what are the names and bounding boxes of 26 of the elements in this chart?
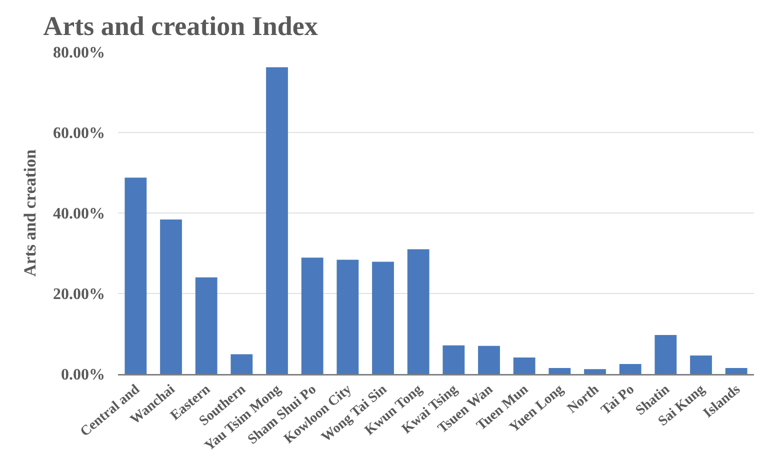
y-tick-label: 40.00% [53, 206, 105, 223]
y-axis-title: Arts and creation [20, 148, 40, 277]
bar [301, 258, 324, 374]
y-tick-label: 20.00% [53, 286, 105, 304]
bar [654, 334, 677, 374]
bar [372, 262, 394, 374]
bar [548, 368, 571, 374]
bar [230, 354, 253, 374]
y-tick-label: 80.00% [53, 44, 105, 62]
bar [160, 219, 182, 374]
y-tick-label: 60.00% [53, 125, 105, 142]
bar [336, 260, 359, 374]
y-tick-label: 0.00% [61, 366, 105, 384]
x-tick-label: Tai Po [598, 382, 638, 418]
bar [584, 369, 606, 374]
bar [690, 355, 712, 374]
bar [619, 364, 642, 374]
bar [725, 368, 748, 374]
bar [478, 346, 500, 374]
bar [124, 178, 147, 374]
bar [513, 358, 536, 374]
bar [195, 277, 218, 374]
bar [442, 345, 465, 374]
bar [407, 249, 430, 374]
bar [266, 67, 288, 374]
chart-title: Arts and creation Index [43, 11, 318, 42]
